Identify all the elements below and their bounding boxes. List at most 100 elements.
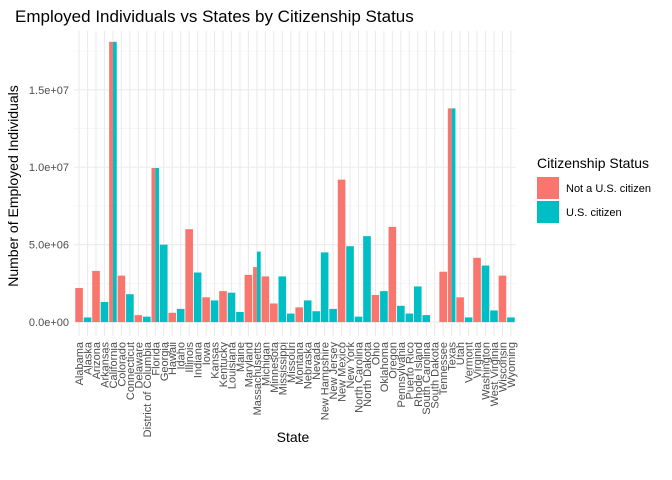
bar <box>380 291 388 323</box>
x-tick-label: Puerto Rico <box>404 342 416 399</box>
y-tick-label: 0.0e+00 <box>29 317 69 329</box>
bar <box>75 288 83 323</box>
legend: Citizenship Status Not a U.S. citizen U.S… <box>537 155 651 223</box>
x-tick-label: Maine <box>235 342 247 372</box>
x-tick-label: Iowa <box>201 341 213 365</box>
x-axis-title: State <box>277 429 310 445</box>
x-tick-label: New York <box>345 342 357 389</box>
bar <box>100 301 109 323</box>
bar <box>168 312 177 323</box>
x-tick-label: Oregon <box>387 342 399 379</box>
x-tick-label: District of Columbia <box>142 341 154 437</box>
x-tick-label: Utah <box>455 342 467 365</box>
x-tick-label: Wyoming <box>506 342 518 388</box>
bar <box>286 313 295 323</box>
legend-swatch <box>537 201 559 223</box>
y-axis-title: Number of Employed Individuals <box>5 85 21 287</box>
bar <box>405 313 414 323</box>
x-tick-label: Florida <box>150 341 162 376</box>
bar <box>278 276 287 323</box>
x-tick-label: Michigan <box>260 342 272 386</box>
bar <box>507 317 515 323</box>
legend-title: Citizenship Status <box>537 155 649 171</box>
bar <box>456 297 464 323</box>
x-tick-label: Tennessee <box>438 342 450 395</box>
bar <box>210 300 219 323</box>
bar <box>363 236 371 323</box>
x-tick-label: Minnesota <box>269 341 281 393</box>
bar <box>83 317 92 323</box>
bar <box>92 270 100 323</box>
bar <box>295 307 304 323</box>
x-tick-label: Hawaii <box>167 342 179 375</box>
x-tick-label: North Dakota <box>362 341 374 407</box>
bar <box>354 316 363 323</box>
bar <box>126 294 134 323</box>
legend-label: Not a U.S. citizen <box>566 183 651 195</box>
bar <box>498 275 507 323</box>
x-tick-label: Kentucky <box>218 342 230 388</box>
bar <box>464 317 473 323</box>
bar <box>227 292 236 323</box>
bar <box>193 272 202 323</box>
x-tick-label: New Mexico <box>337 342 349 402</box>
y-axis-ticks: 0.0e+00 5.0e+06 1.0e+07 1.5e+07 <box>29 85 69 329</box>
x-tick-label: Colorado <box>116 342 128 387</box>
bar <box>451 108 456 323</box>
bar <box>143 316 151 323</box>
legend-label: U.S. citizen <box>566 207 622 219</box>
bar <box>490 310 498 323</box>
x-tick-label: Washington <box>481 342 493 400</box>
x-tick-label: New Jersey <box>328 342 340 400</box>
x-tick-label: Louisiana <box>226 341 238 389</box>
x-tick-label: Missouri <box>286 342 298 383</box>
x-tick-label: Delaware <box>133 342 145 388</box>
bar <box>329 308 337 323</box>
bar <box>134 315 143 323</box>
x-tick-label: South Carolina <box>421 341 433 415</box>
x-tick-label: Pennsylvania <box>396 341 408 407</box>
x-tick-label: Vermont <box>464 342 476 383</box>
bar <box>236 312 244 323</box>
bar <box>397 305 405 323</box>
bar <box>159 244 168 323</box>
x-tick-label: Wisconsin <box>497 342 509 392</box>
bar <box>320 252 329 323</box>
x-tick-label: Indiana <box>193 341 205 378</box>
bar <box>219 291 227 323</box>
bar <box>112 41 117 323</box>
bar <box>253 267 257 323</box>
bar <box>270 303 278 323</box>
bar <box>337 179 346 323</box>
bar <box>439 271 447 323</box>
x-tick-label: Connecticut <box>125 342 137 400</box>
bar <box>473 257 481 323</box>
bar <box>312 311 320 323</box>
bar <box>202 297 210 323</box>
x-tick-label: Georgia <box>159 341 171 381</box>
bar <box>346 246 354 323</box>
bar <box>371 294 380 323</box>
x-tick-label: Alabama <box>74 341 86 385</box>
x-tick-label: Arizona <box>91 341 103 379</box>
x-tick-label: New Hampshire <box>320 342 332 420</box>
x-tick-label: Virginia <box>472 341 484 378</box>
bar <box>151 168 156 323</box>
x-tick-label: Ohio <box>370 342 382 365</box>
bar <box>413 286 422 323</box>
y-tick-label: 1.0e+07 <box>29 162 69 174</box>
bars <box>75 41 515 323</box>
x-tick-label: Rhode Island <box>413 342 425 407</box>
y-tick-label: 1.5e+07 <box>29 85 69 97</box>
x-tick-label: Oklahoma <box>379 341 391 392</box>
bar <box>117 275 126 323</box>
x-tick-label: Kansas <box>210 342 222 379</box>
x-tick-label: West Virginia <box>489 341 501 406</box>
x-tick-label: Mississippi <box>277 342 289 395</box>
x-tick-label: Maryland <box>243 342 255 387</box>
x-tick-label: Montana <box>294 341 306 385</box>
bar <box>422 315 431 323</box>
x-tick-label: Idaho <box>176 342 188 370</box>
bar <box>447 108 452 323</box>
bar <box>244 274 253 323</box>
